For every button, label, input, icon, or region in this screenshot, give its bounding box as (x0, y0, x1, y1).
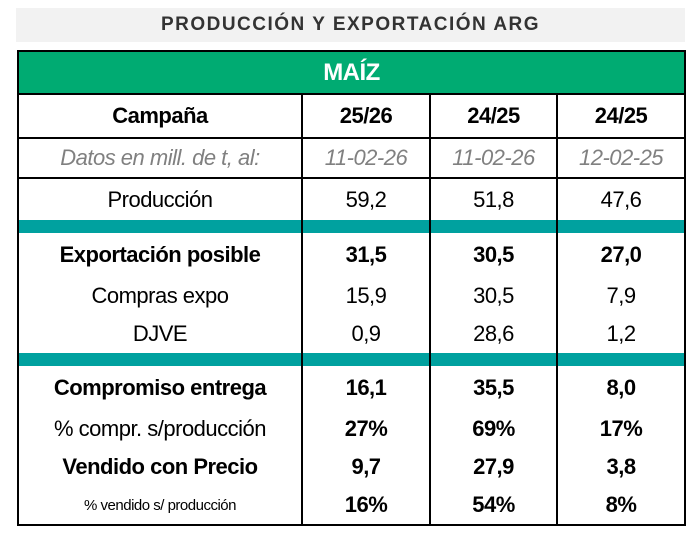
cell: 1,2 (555, 315, 687, 353)
table-row: Compromiso entrega 16,1 35,5 8,0 (17, 366, 687, 410)
cell: 3,8 (555, 448, 687, 486)
row-label: % vendido s/ producción (17, 486, 303, 525)
dates-row: Datos en mill. de t, al: 11-02-26 11-02-… (17, 138, 687, 179)
table-row: % compr. s/producción 27% 69% 17% (17, 410, 687, 448)
row-label: DJVE (17, 315, 303, 353)
campaign-col: 25/26 (301, 94, 431, 139)
production-export-table: MAÍZ Campaña 25/26 24/25 24/25 Datos en … (16, 50, 687, 526)
campaign-col: 24/25 (429, 94, 558, 139)
section-divider (17, 220, 687, 233)
cell: 8,0 (555, 366, 687, 410)
cell: 30,5 (429, 277, 558, 315)
row-label: Vendido con Precio (17, 448, 303, 486)
cell: 30,5 (429, 233, 558, 277)
cell: 8% (555, 486, 687, 525)
cell: 15,9 (301, 277, 431, 315)
row-label: Compromiso entrega (17, 366, 303, 410)
dates-label: Datos en mill. de t, al: (17, 138, 303, 179)
row-label: Compras expo (17, 277, 303, 315)
cell: 9,7 (301, 448, 431, 486)
cell: 27,0 (555, 233, 687, 277)
cell: 35,5 (429, 366, 558, 410)
crop-header-row: MAÍZ (16, 51, 687, 95)
date-cell: 11-02-26 (301, 138, 431, 179)
table-row: % vendido s/ producción 16% 54% 8% (17, 486, 687, 525)
table-row: Vendido con Precio 9,7 27,9 3,8 (17, 448, 687, 486)
campaign-label: Campaña (17, 94, 303, 139)
cell: 28,6 (429, 315, 558, 353)
cell: 59,2 (301, 178, 431, 220)
cell: 16,1 (301, 366, 431, 410)
row-label: Exportación posible (17, 233, 303, 277)
cell: 16% (301, 486, 431, 525)
cell: 27% (301, 410, 431, 448)
table-row: DJVE 0,9 28,6 1,2 (17, 315, 687, 353)
page-title: PRODUCCIÓN Y EXPORTACIÓN ARG (16, 8, 685, 42)
cell: 31,5 (301, 233, 431, 277)
date-cell: 12-02-25 (555, 138, 687, 179)
date-cell: 11-02-26 (429, 138, 558, 179)
section-divider (17, 353, 687, 366)
campaign-row: Campaña 25/26 24/25 24/25 (17, 94, 687, 139)
row-label: Producción (17, 178, 303, 220)
crop-title: MAÍZ (16, 51, 687, 95)
cell: 51,8 (429, 178, 558, 220)
cell: 69% (429, 410, 558, 448)
cell: 47,6 (555, 178, 687, 220)
table-row: Exportación posible 31,5 30,5 27,0 (17, 233, 687, 277)
campaign-col: 24/25 (555, 94, 687, 139)
row-label: % compr. s/producción (17, 410, 303, 448)
table-row: Producción 59,2 51,8 47,6 (17, 178, 687, 220)
cell: 17% (555, 410, 687, 448)
cell: 0,9 (301, 315, 431, 353)
cell: 7,9 (555, 277, 687, 315)
cell: 54% (429, 486, 558, 525)
cell: 27,9 (429, 448, 558, 486)
table-row: Compras expo 15,9 30,5 7,9 (17, 277, 687, 315)
